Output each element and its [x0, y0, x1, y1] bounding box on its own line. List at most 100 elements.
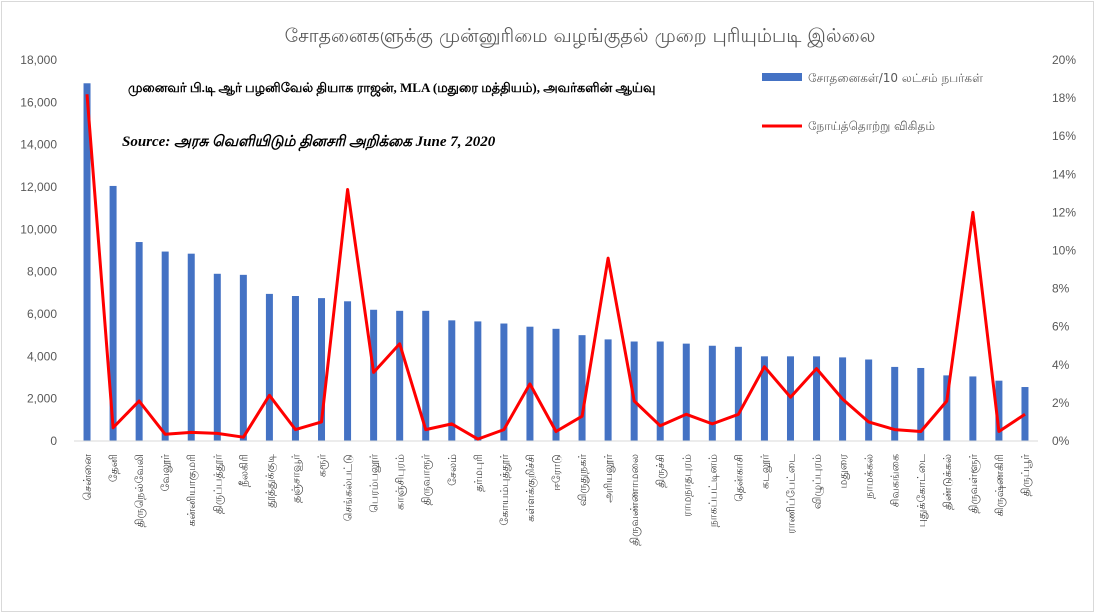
right-tick-label: 10%	[1052, 244, 1076, 258]
category-label: அரியலூர்	[602, 454, 615, 503]
bar	[760, 356, 768, 441]
bar	[109, 185, 117, 441]
bar	[291, 296, 299, 441]
bar	[682, 343, 690, 441]
bar	[422, 310, 430, 441]
category-label: விருதுநகர்	[576, 454, 589, 506]
left-tick-label: 6,000	[27, 307, 57, 321]
bar	[943, 375, 951, 441]
category-label: திருவள்ளூர்	[967, 454, 981, 514]
category-label: திருவண்ணாமலை	[628, 454, 641, 546]
left-axis: 0 2,000 4,000 6,000 8,000 10,000 12,000 14,000 1…	[20, 53, 57, 448]
right-tick-label: 6%	[1052, 320, 1070, 334]
category-label: சிவகங்கை	[889, 454, 902, 507]
annotation-source: Source: அரசு வெளியிடும் தினசரி அறிக்கை J…	[122, 133, 496, 152]
bar	[734, 346, 742, 441]
rate-series-line	[85, 94, 1026, 441]
category-label: சென்னை	[81, 454, 94, 501]
bar	[708, 345, 716, 441]
legend-line-label: நோய்த்தொற்று விகிதம்	[808, 119, 935, 134]
category-label: ஈரோடு	[550, 454, 563, 491]
bar	[396, 310, 404, 441]
annotation-author: முனைவர் பி.டி ஆர் பழனிவேல் தியாக ராஜன், …	[128, 80, 655, 97]
left-tick-label: 10,000	[20, 222, 57, 236]
bar	[891, 366, 899, 441]
legend-bar-swatch	[762, 73, 802, 81]
legend: சோதனைகள்/10 லட்சம் நபர்கள் நோய்த்தொற்று …	[762, 71, 983, 134]
category-label: காஞ்சிபுரம்	[394, 454, 407, 510]
category-labels: சென்னை தேனி திருநெல்வேலி வேலூர் கன்னியாகுமரி…	[81, 454, 1032, 546]
bar	[448, 320, 456, 441]
bar	[318, 298, 326, 441]
bar	[552, 328, 560, 441]
right-tick-label: 16%	[1052, 129, 1076, 143]
category-label: நாமக்கல்	[863, 454, 876, 499]
bar	[239, 274, 247, 441]
bar	[865, 359, 873, 441]
left-tick-label: 8,000	[27, 265, 57, 279]
category-label: திருநெல்வேலி	[133, 454, 146, 528]
category-label: கன்னியாகுமரி	[185, 454, 200, 527]
right-tick-label: 4%	[1052, 358, 1070, 372]
bar	[187, 253, 195, 441]
bar	[969, 376, 977, 441]
category-label: கடலூர்	[758, 454, 771, 489]
category-label: கோயம்புத்தூர்	[498, 454, 511, 526]
category-label: தர்மபுரி	[472, 454, 485, 492]
right-tick-label: 8%	[1052, 282, 1070, 296]
category-label: கரூர்	[316, 454, 329, 477]
category-label: புதுக்கோட்டை	[915, 454, 928, 528]
bar	[370, 309, 378, 441]
category-label: கள்ளக்குறிச்சி	[524, 454, 539, 522]
left-tick-label: 14,000	[20, 138, 57, 152]
category-label: ராமநாதபுரம்	[680, 454, 693, 517]
bar	[474, 321, 482, 441]
bar	[656, 341, 664, 441]
chart-title: சோதனைகளுக்கு முன்னுரிமை வழங்குதல் முறை ப…	[285, 25, 876, 48]
right-tick-label: 0%	[1052, 434, 1070, 448]
category-label: ராணிப்பேட்டை	[784, 454, 797, 534]
bar	[135, 242, 143, 441]
right-tick-label: 20%	[1052, 53, 1076, 67]
right-tick-label: 14%	[1052, 167, 1076, 181]
category-label: நீலகிரி	[237, 454, 250, 487]
category-label: சேலம்	[446, 454, 459, 486]
bar	[344, 301, 352, 441]
category-label: திருப்பத்தூர்	[211, 454, 224, 514]
left-tick-label: 0	[50, 434, 57, 448]
bar	[604, 339, 612, 441]
bar	[917, 367, 925, 441]
bar	[500, 323, 508, 441]
left-tick-label: 18,000	[20, 53, 57, 67]
left-tick-label: 4,000	[27, 349, 57, 363]
right-tick-label: 2%	[1052, 396, 1070, 410]
bar	[995, 380, 1003, 441]
category-label: திருவாரூர்	[420, 454, 433, 506]
category-label: நாகப்பட்டினம்	[706, 454, 719, 527]
bar	[578, 335, 586, 441]
category-label: கிருஷ்ணகிரி	[993, 454, 1006, 516]
category-label: திண்டுக்கல்	[941, 454, 954, 510]
category-label: தேனி	[107, 454, 120, 482]
right-axis: 0% 2% 4% 6% 8% 10% 12% 14% 16% 18% 20%	[1052, 53, 1076, 448]
category-label: தஞ்சாவூர்	[289, 454, 302, 503]
bar	[813, 356, 821, 441]
category-label: மதுரை	[837, 454, 850, 489]
left-tick-label: 12,000	[20, 180, 57, 194]
category-label: தென்காசி	[732, 454, 745, 502]
bar	[161, 251, 169, 441]
bar	[83, 83, 91, 442]
bar	[630, 341, 638, 441]
left-tick-label: 2,000	[27, 392, 57, 406]
category-label: திருப்பூர்	[1019, 454, 1032, 497]
legend-bar-label: சோதனைகள்/10 லட்சம் நபர்கள்	[808, 71, 983, 85]
category-label: பெரம்பலூர்	[368, 454, 381, 513]
bar	[213, 273, 221, 441]
bar	[265, 293, 273, 441]
right-tick-label: 18%	[1052, 91, 1076, 105]
category-label: விழுப்புரம்	[811, 454, 825, 509]
right-tick-label: 12%	[1052, 205, 1076, 219]
bar	[1021, 387, 1029, 441]
